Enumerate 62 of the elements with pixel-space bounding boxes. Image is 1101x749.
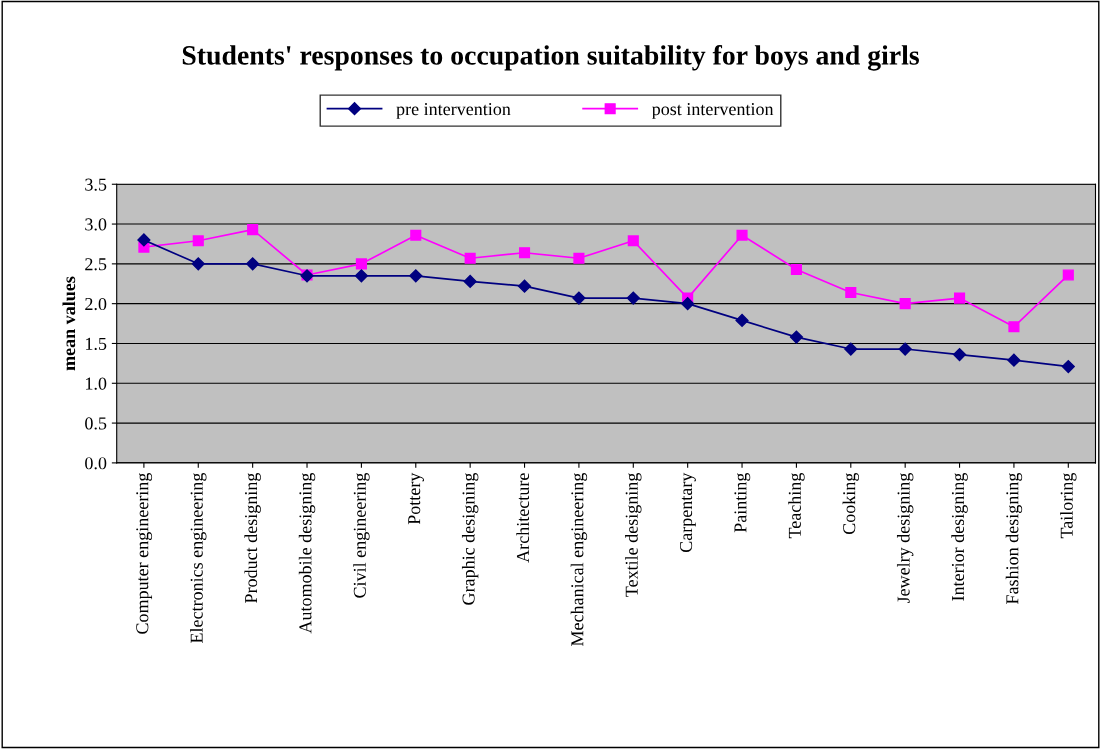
x-tick-label: Teaching	[788, 472, 805, 539]
y-tick-label: 1.5	[86, 337, 107, 350]
point	[899, 298, 911, 310]
x-tick-label: Civil engineering	[353, 472, 370, 598]
point	[952, 348, 967, 362]
point	[789, 330, 804, 344]
point	[246, 257, 260, 271]
point	[137, 233, 151, 247]
x-tick-label: Graphic designing	[461, 472, 479, 605]
point	[572, 291, 586, 305]
legend-label: pre intervention	[396, 103, 511, 119]
chart-title: Students' responses to occupation suitability for boys and girls	[182, 44, 919, 71]
point	[463, 274, 477, 288]
point	[844, 342, 858, 356]
point	[898, 342, 912, 356]
point	[410, 229, 422, 241]
legend-label: post intervention	[651, 103, 774, 119]
y-tick-label: 3.5	[85, 178, 107, 191]
y-tick-label: 2.5	[85, 258, 107, 271]
point	[736, 229, 748, 241]
x-tick-label: Electronics engineering	[190, 472, 207, 644]
point	[790, 263, 802, 275]
point	[953, 292, 966, 304]
x-tick-label: Product designing	[244, 472, 261, 603]
x-tick-label: Carpentary	[680, 472, 696, 553]
point	[191, 257, 205, 271]
point	[735, 313, 749, 327]
y-tick-label: 0.0	[85, 457, 107, 470]
point	[1061, 359, 1075, 374]
point	[681, 297, 695, 311]
x-tick-label: Jewelry designing	[896, 472, 914, 604]
x-tick-label: Architecture	[516, 473, 530, 563]
x-tick-label: Pottery	[408, 472, 424, 525]
point	[845, 286, 857, 299]
point	[192, 235, 204, 247]
y-tick-label: 1.0	[86, 377, 107, 390]
x-tick-label: Painting	[734, 472, 751, 533]
x-tick-label: Mechanical engineering	[570, 472, 588, 647]
y-tick-label: 0.5	[85, 417, 107, 430]
x-tick-label: Automobile designing	[298, 472, 316, 634]
x-tick-label: Tailoring	[1060, 472, 1077, 539]
y-tick-label: 3.0	[85, 218, 107, 231]
point	[573, 252, 585, 264]
point	[355, 258, 367, 270]
x-tick-label: Interior designing	[951, 472, 968, 601]
point	[1062, 269, 1074, 281]
x-tick-label: Textile designing	[625, 472, 642, 597]
point	[1008, 321, 1020, 333]
point	[626, 291, 640, 305]
point	[518, 247, 531, 259]
x-tick-label: Fashion designing	[1005, 472, 1023, 604]
x-tick-label: Computer engineering	[136, 472, 153, 634]
y-axis-title: mean values	[62, 276, 76, 371]
point	[627, 235, 639, 247]
point	[1007, 353, 1021, 367]
point	[354, 269, 368, 283]
x-tick-label: Cooking	[842, 472, 860, 535]
point	[517, 279, 532, 293]
point	[247, 224, 259, 236]
y-tick-label: 2.0	[85, 297, 107, 311]
point	[409, 269, 423, 283]
point	[464, 252, 476, 264]
